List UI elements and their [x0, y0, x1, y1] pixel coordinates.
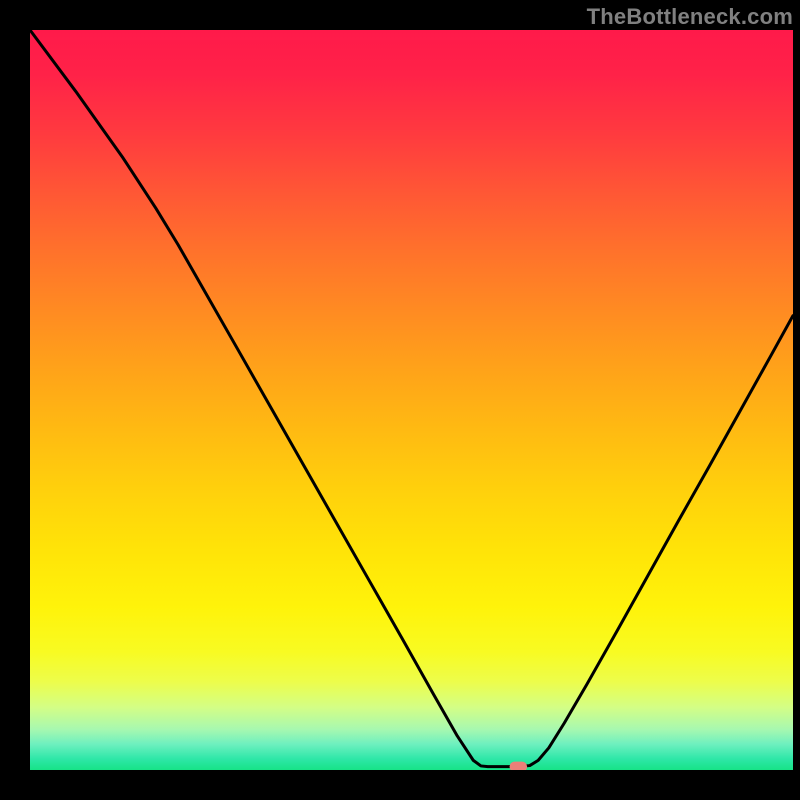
plot-area [30, 30, 793, 770]
gradient-chart [30, 30, 793, 770]
gradient-background [30, 30, 793, 770]
watermark-text: TheBottleneck.com [587, 4, 793, 30]
optimal-marker [510, 762, 528, 770]
